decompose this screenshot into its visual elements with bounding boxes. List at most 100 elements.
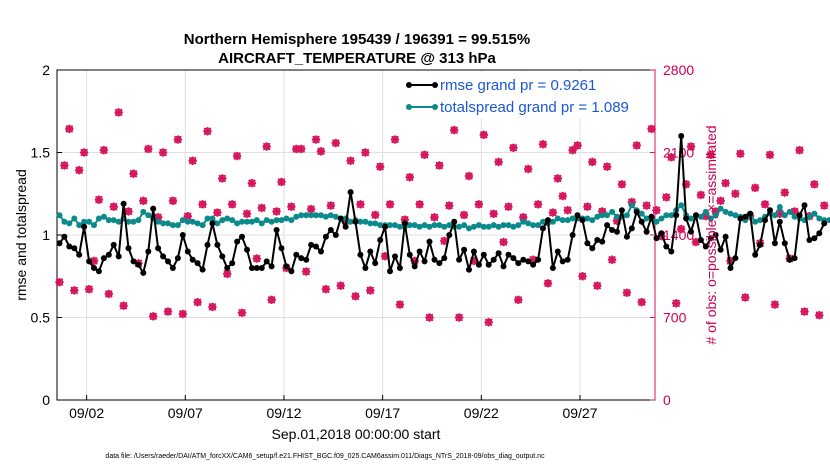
totalspread-point	[436, 222, 443, 229]
obs-assimilated-marker	[607, 255, 617, 264]
obs-assimilated-marker	[99, 145, 109, 155]
rmse-point	[81, 223, 88, 230]
obs-point	[75, 165, 84, 175]
obs-assimilated-marker	[144, 144, 153, 154]
obs-assimilated-marker	[672, 299, 681, 308]
obs-point	[390, 135, 400, 144]
obs-point	[706, 150, 715, 160]
rmse-point	[278, 245, 285, 252]
obs-assimilated-marker	[627, 197, 637, 207]
rmse-point	[678, 133, 685, 139]
obs-point	[366, 286, 375, 295]
obs-assimilated-marker	[237, 308, 247, 317]
obs-assimilated-marker	[104, 289, 114, 299]
totalspread-point	[712, 212, 719, 219]
totalspread-point	[253, 217, 260, 224]
obs-point	[602, 162, 612, 171]
rmse-point	[574, 212, 581, 219]
obs-assimilated-marker	[94, 195, 104, 204]
rmse-point	[693, 212, 699, 219]
obs-assimilated-marker	[351, 292, 360, 301]
obs-assimilated-marker	[593, 281, 602, 290]
obs-point	[731, 189, 740, 198]
totalspread-point	[244, 218, 250, 225]
obs-point	[647, 124, 656, 134]
rmse-point	[658, 230, 665, 237]
obs-assimilated-marker	[622, 288, 632, 297]
obs-point	[356, 200, 365, 209]
obs-point	[70, 286, 79, 295]
rmse-point	[495, 250, 502, 257]
totalspread-point	[239, 218, 245, 225]
totalspread-point	[485, 223, 492, 230]
obs-assimilated-marker	[810, 180, 819, 189]
obs-point	[800, 307, 809, 316]
obs-assimilated-marker	[223, 269, 232, 279]
rmse-point	[401, 220, 408, 227]
legend-box	[402, 72, 652, 118]
obs-assimilated-marker	[316, 147, 326, 156]
rmse-point	[189, 256, 196, 263]
rmse-point	[579, 217, 586, 224]
obs-assimilated-marker	[612, 216, 622, 226]
rmse-point	[184, 248, 191, 255]
obs-assimilated-marker	[242, 209, 252, 218]
rmse-point	[525, 258, 532, 265]
obs-point	[538, 140, 548, 149]
obs-point	[523, 164, 533, 174]
totalspread-point	[604, 212, 611, 219]
rmse-point	[150, 205, 157, 212]
totalspread-point	[288, 217, 295, 224]
x-tick-label-0: 09/02	[69, 405, 104, 421]
totalspread-point	[155, 218, 162, 225]
totalspread-point	[609, 208, 616, 215]
totalspread-point	[771, 212, 778, 219]
rmse-point	[194, 260, 201, 267]
totalspread-point	[475, 222, 482, 229]
rmse-point	[313, 243, 319, 250]
obs-assimilated-marker	[484, 318, 493, 327]
obs-assimilated-marker	[637, 297, 646, 307]
totalspread-point	[535, 222, 542, 229]
obs-point	[306, 204, 316, 214]
obs-point	[667, 153, 676, 162]
totalspread-point	[752, 218, 759, 225]
obs-assimilated-marker	[548, 208, 558, 217]
obs-assimilated-marker	[301, 267, 311, 276]
totalspread-point	[125, 218, 132, 225]
totalspread-point	[165, 220, 171, 227]
obs-assimilated-marker	[213, 208, 222, 217]
totalspread-point	[658, 215, 665, 222]
x-axis-label: Sep.01,2018 00:00:00 start	[272, 426, 441, 442]
totalspread-point	[446, 222, 453, 229]
obs-assimilated-marker	[435, 161, 444, 170]
obs-point	[578, 272, 587, 281]
obs-point	[622, 288, 632, 297]
rmse-point	[145, 248, 152, 255]
rmse-point	[485, 261, 492, 268]
totalspread-point	[722, 208, 729, 215]
totalspread-point	[174, 222, 181, 229]
rmse-point	[549, 265, 556, 271]
obs-point	[79, 148, 89, 157]
rmse-point	[712, 232, 719, 238]
rmse-point	[594, 237, 601, 243]
rmse-point	[466, 266, 472, 273]
obs-assimilated-marker	[158, 148, 168, 157]
x-tick-label-5: 09/27	[562, 405, 597, 421]
obs-assimilated-marker	[558, 191, 567, 201]
rmse-point	[727, 265, 734, 271]
totalspread-point	[638, 210, 645, 217]
rmse-point	[219, 253, 226, 260]
totalspread-point	[76, 222, 83, 229]
obs-assimilated-marker	[420, 150, 429, 160]
obs-point	[662, 193, 671, 202]
totalspread-point	[372, 220, 379, 227]
obs-assimilated-marker	[509, 143, 518, 152]
rmse-point	[234, 238, 241, 245]
totalspread-point	[540, 218, 546, 225]
obs-assimilated-marker	[70, 286, 79, 295]
totalspread-point	[549, 218, 556, 225]
rmse-point	[86, 258, 93, 265]
